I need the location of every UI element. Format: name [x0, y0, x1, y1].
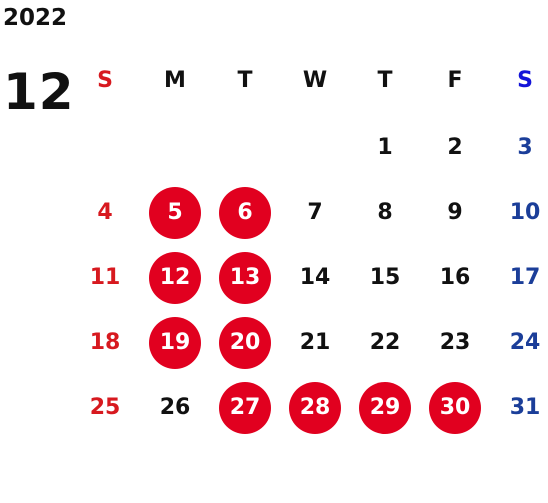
weekday-header-thu: T	[377, 67, 393, 93]
day-number: 9	[447, 200, 463, 225]
day-cell: 22	[350, 310, 420, 375]
highlighted-day-number: 28	[289, 381, 341, 434]
day-cell: 29	[350, 375, 420, 440]
highlighted-day-number: 19	[149, 316, 201, 369]
day-cell: 6	[210, 180, 280, 245]
day-cell: 27	[210, 375, 280, 440]
day-number: 14	[299, 265, 331, 290]
highlighted-day-number: 13	[219, 251, 271, 304]
day-number: 24	[509, 330, 541, 355]
day-cell: 25	[70, 375, 140, 440]
highlighted-day-number: 29	[359, 381, 411, 434]
day-number: 23	[439, 330, 471, 355]
day-cell: 12	[140, 245, 210, 310]
day-number: 15	[369, 265, 401, 290]
day-cell: 10	[490, 180, 548, 245]
day-cell: 15	[350, 245, 420, 310]
empty-cell	[210, 115, 280, 180]
day-number: 1	[377, 135, 393, 160]
day-cell: 28	[280, 375, 350, 440]
day-cell: 20	[210, 310, 280, 375]
highlighted-day-number: 5	[149, 186, 201, 239]
weekday-header-sun: S	[97, 67, 113, 93]
day-cell: 2	[420, 115, 490, 180]
day-cell: 24	[490, 310, 548, 375]
day-cell: 21	[280, 310, 350, 375]
highlighted-day-number: 30	[429, 381, 481, 434]
highlighted-day-number: 6	[219, 186, 271, 239]
day-number: 2	[447, 135, 463, 160]
day-number: 4	[97, 200, 113, 225]
day-cell: 3	[490, 115, 548, 180]
day-cell: 18	[70, 310, 140, 375]
day-cell: 16	[420, 245, 490, 310]
day-cell: 9	[420, 180, 490, 245]
highlighted-day-number: 20	[219, 316, 271, 369]
day-cell: 17	[490, 245, 548, 310]
day-cell: 8	[350, 180, 420, 245]
day-cell: 26	[140, 375, 210, 440]
day-cell: 23	[420, 310, 490, 375]
day-cell: 31	[490, 375, 548, 440]
weekday-header-mon: M	[164, 67, 186, 93]
day-number: 21	[299, 330, 331, 355]
weekday-header-tue: T	[237, 67, 253, 93]
calendar-grid: S M T W T F S 1 2 3 4 5 6 7 8 9 10 11 12 13 14 15 16 17 18 19 20 21…	[70, 45, 548, 440]
day-number: 22	[369, 330, 401, 355]
day-number: 10	[509, 200, 541, 225]
day-cell: 7	[280, 180, 350, 245]
day-cell: 11	[70, 245, 140, 310]
month-number: 12	[3, 63, 75, 121]
highlighted-day-number: 27	[219, 381, 271, 434]
day-number: 11	[89, 265, 121, 290]
highlighted-day-number: 12	[149, 251, 201, 304]
year-label: 2022	[3, 5, 68, 31]
day-cell: 1	[350, 115, 420, 180]
day-cell: 13	[210, 245, 280, 310]
empty-cell	[280, 115, 350, 180]
day-cell: 14	[280, 245, 350, 310]
day-number: 16	[439, 265, 471, 290]
weekday-header-wed: W	[302, 67, 328, 93]
day-number: 31	[509, 395, 541, 420]
weekday-header-sat: S	[517, 67, 533, 93]
empty-cell	[140, 115, 210, 180]
empty-cell	[70, 115, 140, 180]
day-number: 3	[517, 135, 533, 160]
day-number: 8	[377, 200, 393, 225]
day-number: 18	[89, 330, 121, 355]
day-cell: 30	[420, 375, 490, 440]
day-cell: 19	[140, 310, 210, 375]
weekday-header-fri: F	[447, 67, 463, 93]
day-number: 17	[509, 265, 541, 290]
day-number: 7	[307, 200, 323, 225]
day-number: 25	[89, 395, 121, 420]
day-cell: 5	[140, 180, 210, 245]
day-cell: 4	[70, 180, 140, 245]
day-number: 26	[159, 395, 191, 420]
